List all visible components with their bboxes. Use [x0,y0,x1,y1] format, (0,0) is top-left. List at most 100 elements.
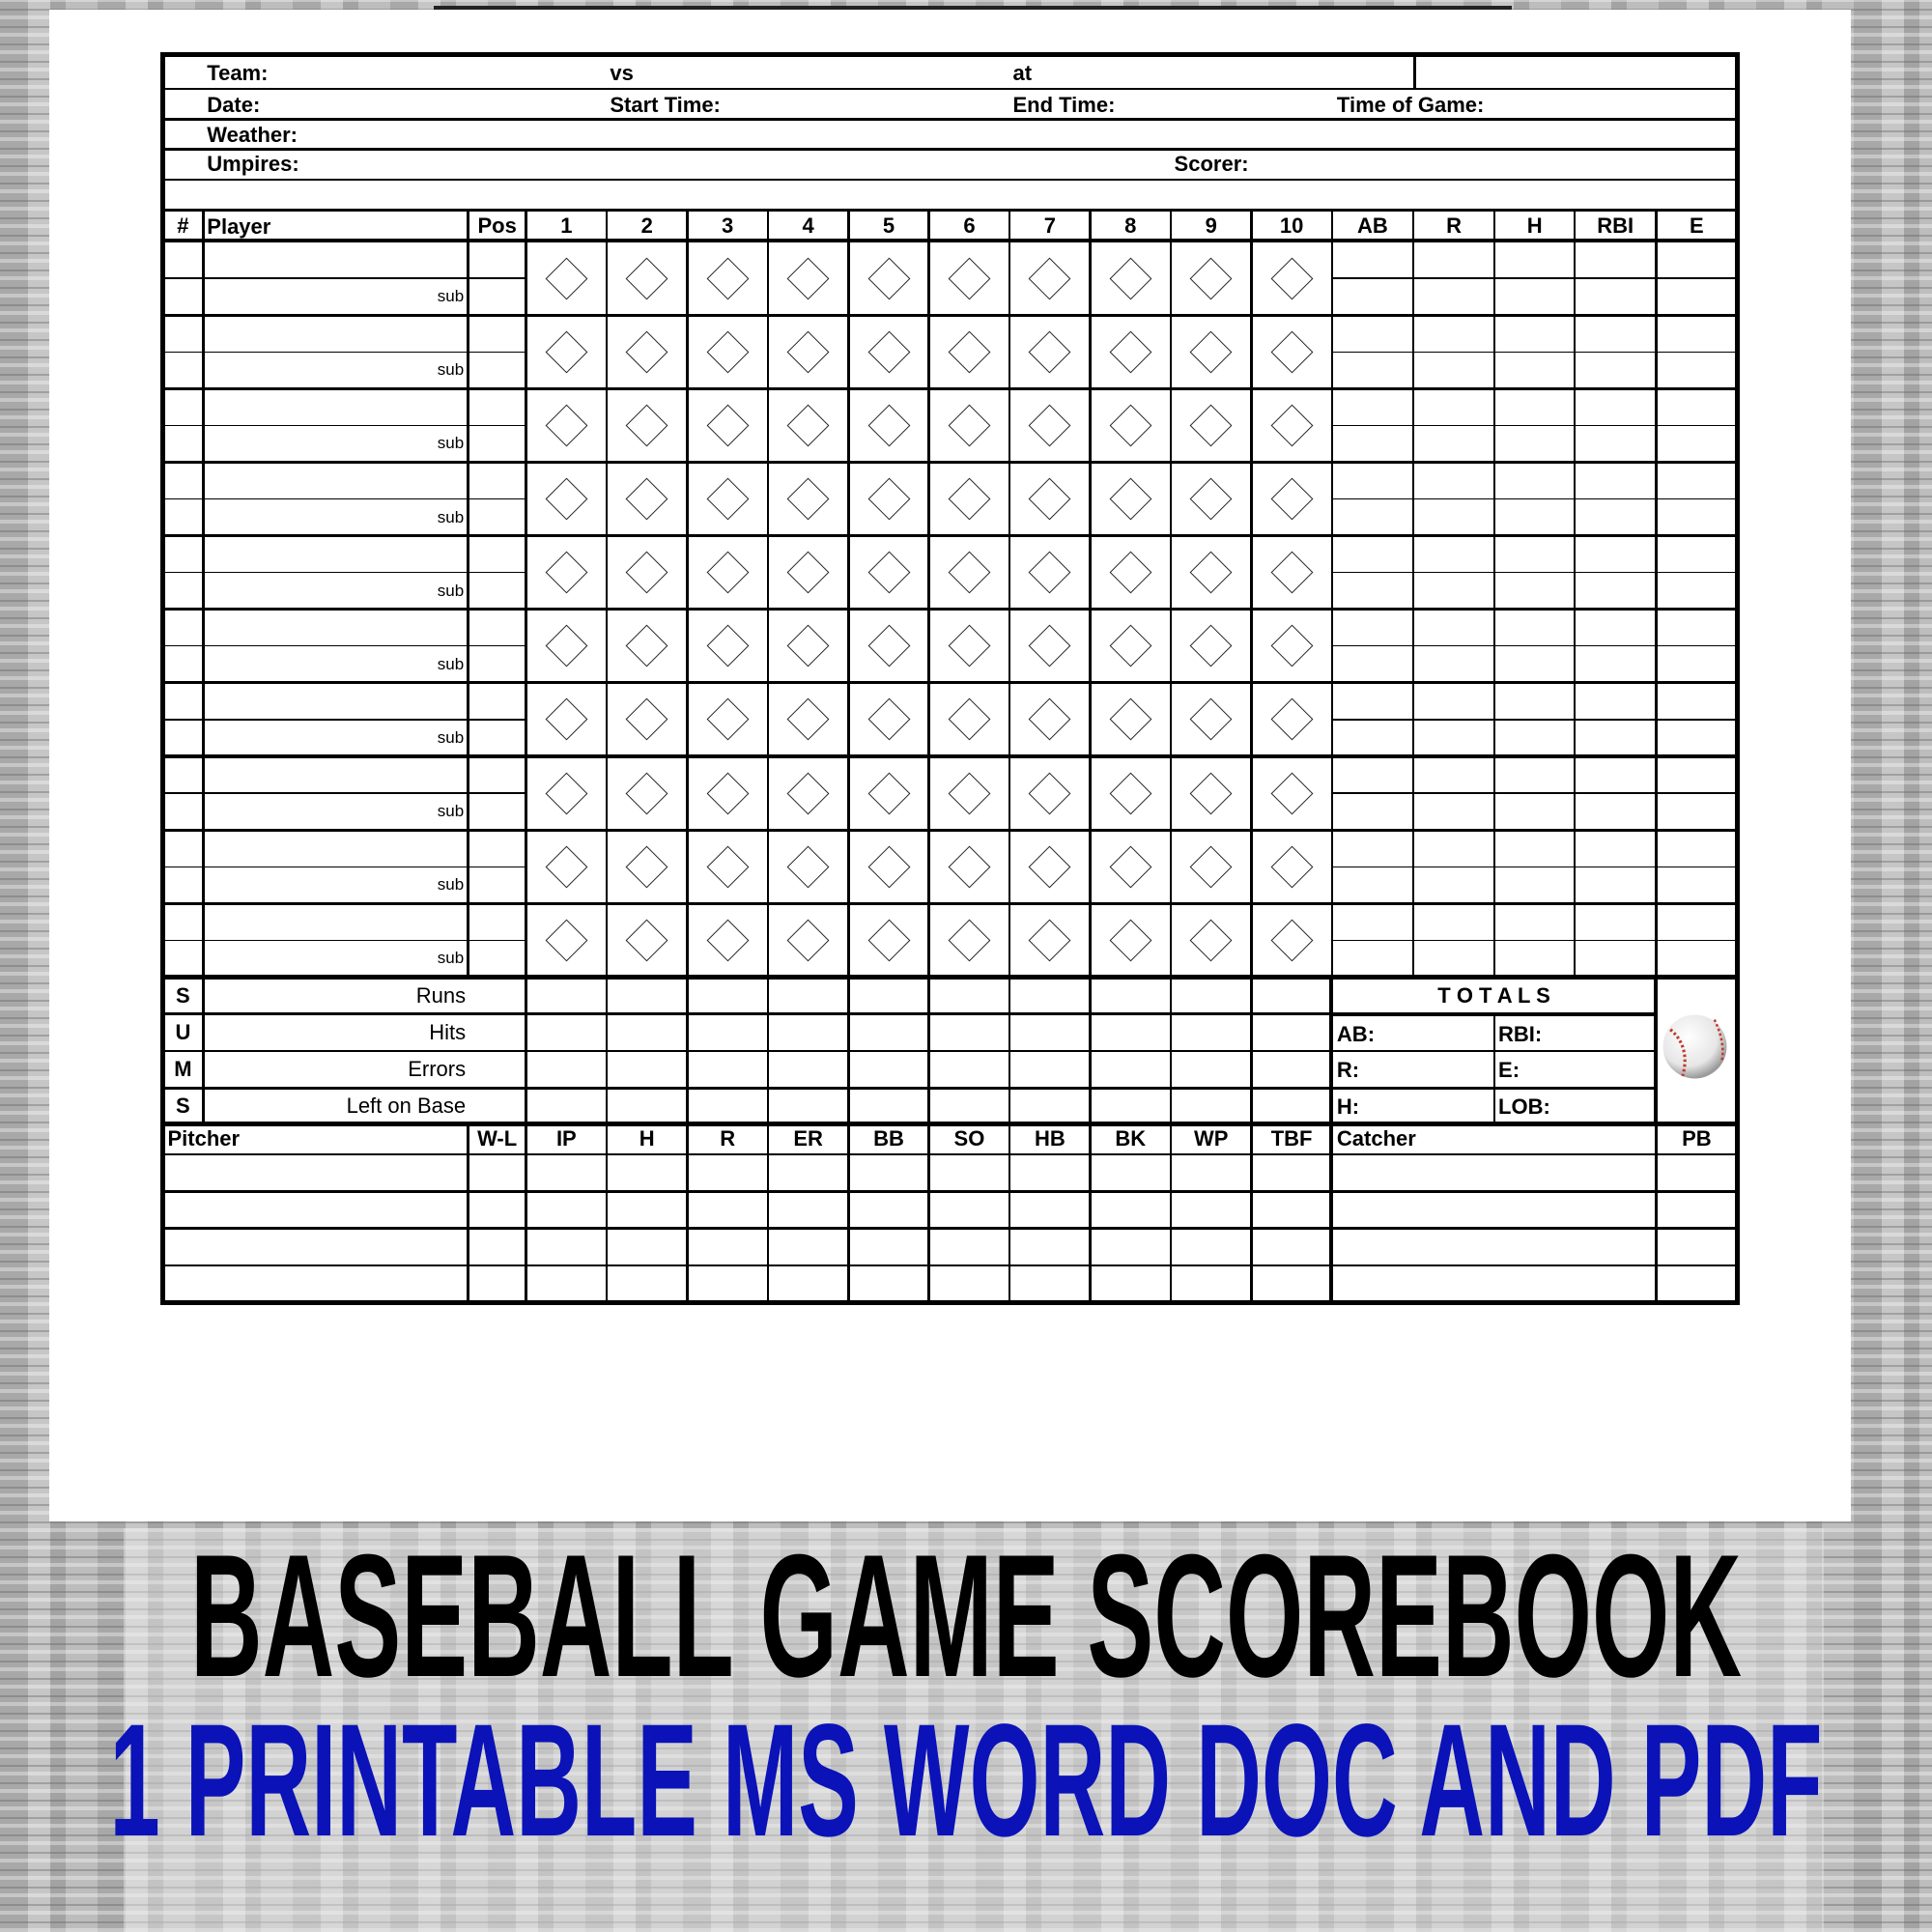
diamond-icon[interactable] [545,698,588,741]
diamond-icon[interactable] [948,624,991,668]
diamond-icon[interactable] [1270,551,1314,594]
diamond-icon[interactable] [867,477,910,521]
diamond-icon[interactable] [1270,772,1314,815]
diamond-icon[interactable] [1270,698,1314,741]
diamond-icon[interactable] [1109,919,1152,962]
diamond-icon[interactable] [545,477,588,521]
diamond-icon[interactable] [706,404,750,447]
diamond-icon[interactable] [1270,624,1314,668]
diamond-icon[interactable] [1028,257,1071,299]
diamond-icon[interactable] [625,257,668,299]
diamond-icon[interactable] [1270,404,1314,447]
diamond-icon[interactable] [948,257,991,299]
diamond-icon[interactable] [545,404,588,447]
diamond-icon[interactable] [545,624,588,668]
diamond-icon[interactable] [1028,404,1071,447]
diamond-icon[interactable] [1189,551,1233,594]
diamond-icon[interactable] [948,404,991,447]
diamond-icon[interactable] [706,772,750,815]
diamond-icon[interactable] [1028,772,1071,815]
diamond-icon[interactable] [1189,477,1233,521]
diamond-icon[interactable] [1270,845,1314,889]
diamond-icon[interactable] [867,919,910,962]
diamond-icon[interactable] [545,257,588,299]
diamond-icon[interactable] [786,330,830,374]
diamond-icon[interactable] [1028,477,1071,521]
diamond-icon[interactable] [625,404,668,447]
diamond-icon[interactable] [1028,845,1071,889]
diamond-icon[interactable] [948,845,991,889]
diamond-icon[interactable] [1028,919,1071,962]
diamond-icon[interactable] [1109,698,1152,741]
diamond-icon[interactable] [625,551,668,594]
diamond-icon[interactable] [1270,477,1314,521]
diamond-icon[interactable] [545,845,588,889]
diamond-icon[interactable] [867,551,910,594]
diamond-icon[interactable] [867,330,910,374]
diamond-icon[interactable] [706,330,750,374]
diamond-icon[interactable] [545,919,588,962]
diamond-icon[interactable] [1189,845,1233,889]
diamond-icon[interactable] [706,624,750,668]
diamond-icon[interactable] [625,624,668,668]
diamond-icon[interactable] [867,624,910,668]
diamond-icon[interactable] [786,551,830,594]
diamond-icon[interactable] [1109,551,1152,594]
diamond-icon[interactable] [1109,624,1152,668]
diamond-icon[interactable] [1270,330,1314,374]
diamond-icon[interactable] [948,772,991,815]
diamond-icon[interactable] [786,772,830,815]
diamond-icon[interactable] [1189,919,1233,962]
diamond-icon[interactable] [1189,330,1233,374]
diamond-icon[interactable] [948,551,991,594]
diamond-icon[interactable] [545,330,588,374]
diamond-icon[interactable] [786,477,830,521]
diamond-icon[interactable] [948,477,991,521]
diamond-icon[interactable] [867,404,910,447]
diamond-icon[interactable] [1189,624,1233,668]
diamond-icon[interactable] [625,477,668,521]
diamond-icon[interactable] [625,698,668,741]
diamond-icon[interactable] [786,845,830,889]
diamond-icon[interactable] [948,330,991,374]
diamond-icon[interactable] [1189,404,1233,447]
diamond-icon[interactable] [1109,257,1152,299]
diamond-icon[interactable] [1109,772,1152,815]
diamond-icon[interactable] [1028,330,1071,374]
diamond-icon[interactable] [786,919,830,962]
diamond-icon[interactable] [545,551,588,594]
diamond-icon[interactable] [786,698,830,741]
diamond-icon[interactable] [948,919,991,962]
diamond-icon[interactable] [706,919,750,962]
diamond-icon[interactable] [786,257,830,299]
diamond-icon[interactable] [786,624,830,668]
diamond-icon[interactable] [625,772,668,815]
diamond-icon[interactable] [1109,477,1152,521]
diamond-icon[interactable] [706,551,750,594]
diamond-icon[interactable] [1109,404,1152,447]
diamond-icon[interactable] [625,330,668,374]
diamond-icon[interactable] [1189,698,1233,741]
diamond-icon[interactable] [1270,257,1314,299]
diamond-icon[interactable] [1270,919,1314,962]
diamond-icon[interactable] [786,404,830,447]
diamond-icon[interactable] [1028,624,1071,668]
diamond-icon[interactable] [706,845,750,889]
diamond-icon[interactable] [1109,845,1152,889]
diamond-icon[interactable] [867,845,910,889]
diamond-icon[interactable] [948,698,991,741]
diamond-icon[interactable] [1109,330,1152,374]
diamond-icon[interactable] [706,257,750,299]
diamond-icon[interactable] [545,772,588,815]
diamond-icon[interactable] [867,772,910,815]
diamond-icon[interactable] [1189,772,1233,815]
diamond-icon[interactable] [1189,257,1233,299]
diamond-icon[interactable] [706,698,750,741]
diamond-icon[interactable] [1028,551,1071,594]
diamond-icon[interactable] [706,477,750,521]
diamond-icon[interactable] [625,919,668,962]
diamond-icon[interactable] [625,845,668,889]
diamond-icon[interactable] [1028,698,1071,741]
diamond-icon[interactable] [867,698,910,741]
diamond-icon[interactable] [867,257,910,299]
